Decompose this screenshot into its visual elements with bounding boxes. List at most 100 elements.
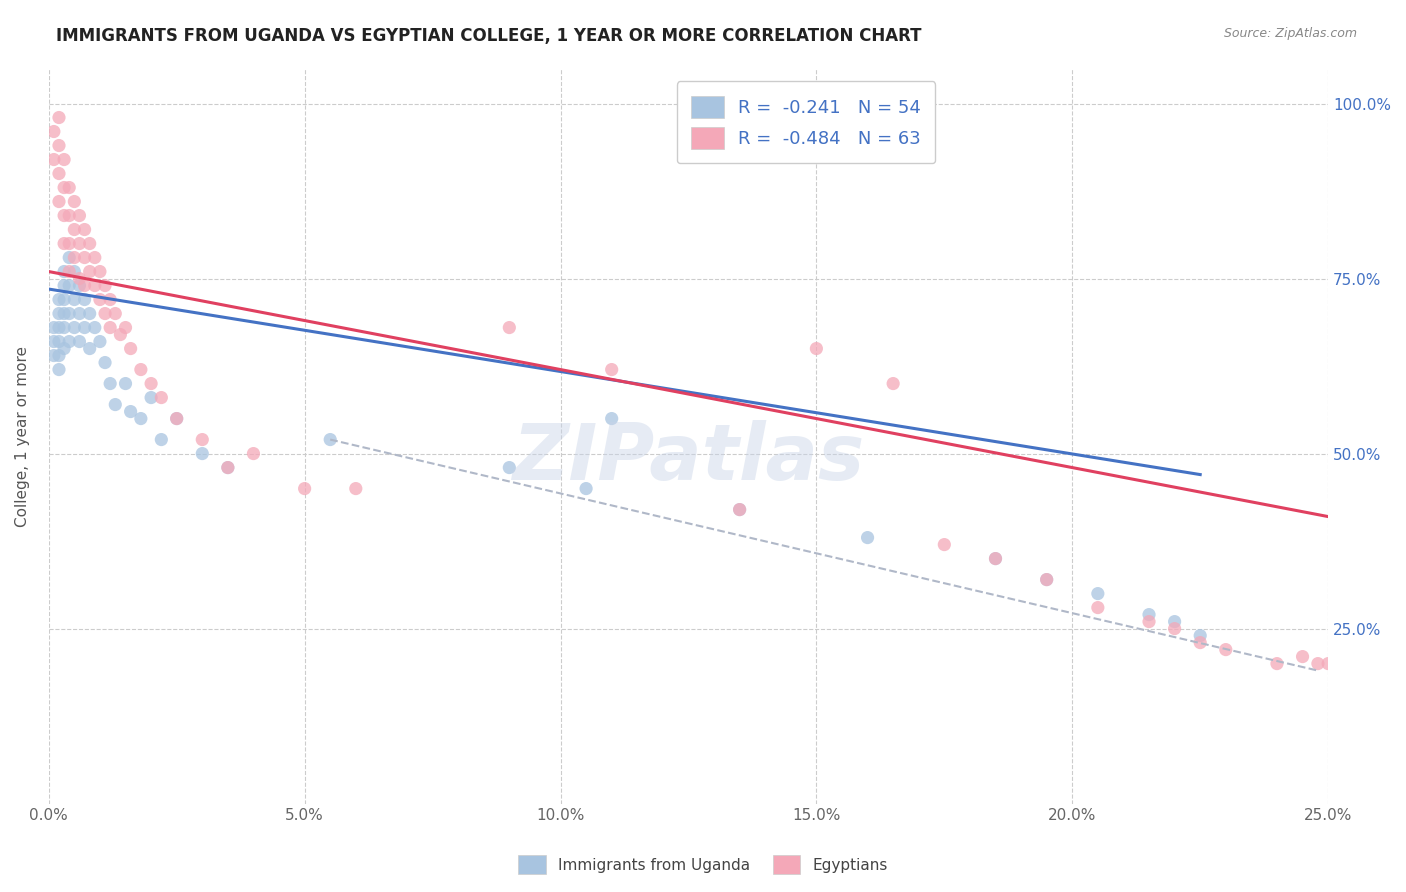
Text: ZIPatlas: ZIPatlas bbox=[512, 420, 865, 496]
Point bbox=[110, 327, 132, 342]
Point bbox=[58, 236, 80, 251]
Point bbox=[600, 362, 623, 376]
Point bbox=[120, 404, 142, 418]
Point bbox=[79, 236, 101, 251]
Point bbox=[53, 278, 76, 293]
Legend: R =  -0.241   N = 54, R =  -0.484   N = 63: R = -0.241 N = 54, R = -0.484 N = 63 bbox=[676, 81, 935, 163]
Point bbox=[1087, 600, 1109, 615]
Point bbox=[498, 460, 520, 475]
Point bbox=[73, 251, 96, 265]
Point bbox=[58, 264, 80, 278]
Point bbox=[191, 446, 214, 460]
Point bbox=[139, 391, 162, 405]
Point bbox=[69, 307, 91, 321]
Point bbox=[166, 411, 188, 425]
Point bbox=[48, 111, 70, 125]
Point bbox=[114, 320, 136, 334]
Point bbox=[53, 236, 76, 251]
Point bbox=[48, 334, 70, 349]
Text: Source: ZipAtlas.com: Source: ZipAtlas.com bbox=[1223, 27, 1357, 40]
Point bbox=[856, 531, 879, 545]
Point bbox=[319, 433, 342, 447]
Point bbox=[498, 320, 520, 334]
Point bbox=[53, 209, 76, 223]
Point bbox=[98, 320, 121, 334]
Point bbox=[63, 293, 86, 307]
Point bbox=[984, 551, 1007, 566]
Point bbox=[42, 349, 65, 363]
Point bbox=[150, 391, 173, 405]
Point bbox=[58, 209, 80, 223]
Point bbox=[728, 502, 751, 516]
Text: IMMIGRANTS FROM UGANDA VS EGYPTIAN COLLEGE, 1 YEAR OR MORE CORRELATION CHART: IMMIGRANTS FROM UGANDA VS EGYPTIAN COLLE… bbox=[56, 27, 922, 45]
Point bbox=[114, 376, 136, 391]
Point bbox=[69, 209, 91, 223]
Point bbox=[984, 551, 1007, 566]
Point bbox=[48, 167, 70, 181]
Point bbox=[1035, 573, 1057, 587]
Point bbox=[1317, 657, 1340, 671]
Point bbox=[63, 251, 86, 265]
Point bbox=[53, 264, 76, 278]
Point bbox=[58, 307, 80, 321]
Point bbox=[166, 411, 188, 425]
Point bbox=[73, 320, 96, 334]
Point bbox=[63, 264, 86, 278]
Point bbox=[150, 433, 173, 447]
Point bbox=[89, 334, 111, 349]
Point bbox=[53, 320, 76, 334]
Point bbox=[79, 264, 101, 278]
Point bbox=[104, 307, 127, 321]
Point bbox=[1087, 586, 1109, 600]
Point bbox=[104, 398, 127, 412]
Point bbox=[1265, 657, 1288, 671]
Point bbox=[48, 194, 70, 209]
Point bbox=[79, 307, 101, 321]
Legend: Immigrants from Uganda, Egyptians: Immigrants from Uganda, Egyptians bbox=[512, 849, 894, 880]
Point bbox=[42, 124, 65, 138]
Point bbox=[69, 271, 91, 285]
Point bbox=[882, 376, 904, 391]
Point bbox=[129, 411, 152, 425]
Point bbox=[728, 502, 751, 516]
Point bbox=[69, 236, 91, 251]
Point bbox=[1137, 615, 1160, 629]
Point bbox=[58, 180, 80, 194]
Point bbox=[73, 278, 96, 293]
Point bbox=[806, 342, 828, 356]
Point bbox=[242, 446, 264, 460]
Point bbox=[63, 194, 86, 209]
Point bbox=[63, 320, 86, 334]
Point bbox=[600, 411, 623, 425]
Point bbox=[129, 362, 152, 376]
Point bbox=[42, 334, 65, 349]
Point bbox=[1306, 657, 1329, 671]
Point bbox=[42, 320, 65, 334]
Point bbox=[120, 342, 142, 356]
Point bbox=[1291, 649, 1313, 664]
Point bbox=[83, 278, 105, 293]
Point bbox=[83, 251, 105, 265]
Point bbox=[934, 538, 956, 552]
Point bbox=[344, 482, 367, 496]
Point bbox=[63, 222, 86, 236]
Point bbox=[1189, 629, 1212, 643]
Point bbox=[94, 278, 117, 293]
Point bbox=[1215, 642, 1237, 657]
Point bbox=[69, 334, 91, 349]
Point bbox=[48, 293, 70, 307]
Point bbox=[1137, 607, 1160, 622]
Point bbox=[53, 342, 76, 356]
Point bbox=[48, 320, 70, 334]
Point bbox=[58, 251, 80, 265]
Point bbox=[48, 362, 70, 376]
Point bbox=[217, 460, 239, 475]
Point bbox=[48, 307, 70, 321]
Point bbox=[53, 307, 76, 321]
Point bbox=[53, 153, 76, 167]
Y-axis label: College, 1 year or more: College, 1 year or more bbox=[15, 345, 30, 526]
Point bbox=[73, 293, 96, 307]
Point bbox=[94, 307, 117, 321]
Point bbox=[48, 138, 70, 153]
Point bbox=[98, 376, 121, 391]
